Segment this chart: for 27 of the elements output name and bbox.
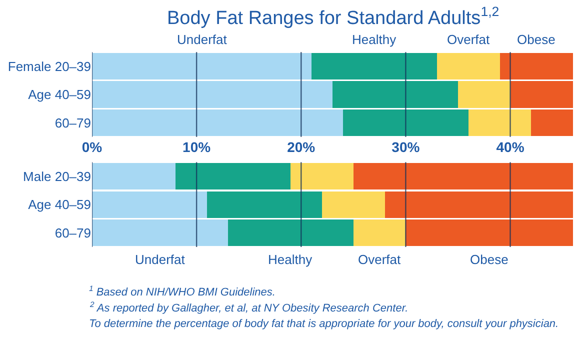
- series-label: Overfat: [447, 32, 490, 47]
- bar: [176, 163, 291, 190]
- x-tick-label: 20%: [287, 138, 316, 155]
- series-label: Underfat: [135, 252, 186, 267]
- text: To determine the percentage of body fat that is appropriate for your body, consult your physician.: [89, 318, 559, 330]
- y-tick-label: 60–79: [54, 115, 91, 130]
- series-label: Obese: [517, 32, 556, 47]
- y-tick-label: 60–79: [54, 225, 91, 240]
- y-tick-label: Age 40–59: [28, 87, 91, 102]
- y-tick-label: Male 20–39: [23, 168, 91, 184]
- text: $^{2}$ As reported by Gallagher, et al, at NY Obesity Research Center.: [89, 300, 408, 315]
- x-tick-label: 40%: [496, 138, 525, 155]
- series-label: Healthy: [352, 32, 397, 47]
- y-tick-label: Female 20–39: [8, 58, 91, 74]
- y-tick-label: Age 40–59: [28, 197, 91, 212]
- series-label: Underfat: [177, 32, 228, 47]
- x-tick-label: 30%: [392, 138, 420, 155]
- series-label: Obese: [470, 252, 508, 267]
- series-label: Overfat: [358, 252, 402, 267]
- series-label: Healthy: [268, 252, 313, 267]
- bar: [290, 163, 354, 190]
- bar: [92, 163, 176, 190]
- bar: [353, 163, 573, 190]
- text: $^{1}$ Based on NIH/WHO BMI Guidelines.: [89, 284, 276, 299]
- x-tick-label: 0%: [82, 138, 103, 155]
- chart-title: Body Fat Ranges for Standard Adults$^{1,2}$: [167, 4, 500, 29]
- x-tick-label: 10%: [182, 138, 212, 155]
